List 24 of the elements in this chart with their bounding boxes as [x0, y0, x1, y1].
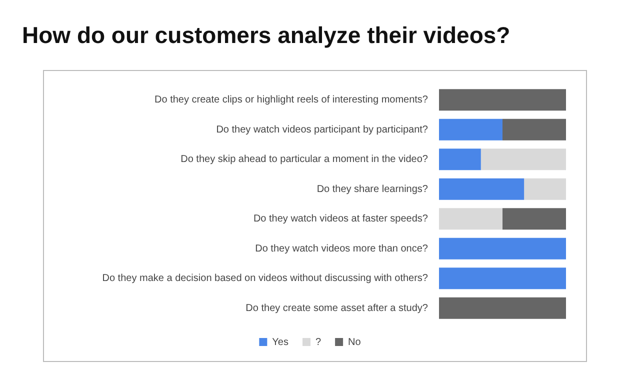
legend-label: No [348, 336, 362, 348]
bar [439, 148, 481, 170]
bar [439, 178, 524, 200]
y-tick-label: Do they share learnings? [316, 184, 428, 195]
bar [439, 208, 502, 230]
bar [439, 297, 566, 319]
bar [439, 89, 566, 111]
bar [524, 178, 566, 200]
bar [439, 268, 566, 290]
legend-label: Yes [272, 336, 288, 348]
y-tick-label: Do they make a decision based on videos without discussing with others? [102, 273, 428, 284]
y-tick-label: Do they watch videos at faster speeds? [253, 214, 428, 225]
bar [439, 118, 502, 140]
y-tick-label: Do they create some asset after a study? [246, 302, 428, 314]
bar [439, 238, 566, 260]
chart-title: How do our customers analyze their videos? [22, 22, 510, 49]
legend-label: ? [315, 336, 322, 348]
bar [502, 208, 566, 230]
bar [502, 118, 566, 140]
y-tick-label: Do they watch videos more than once? [255, 243, 428, 254]
y-tick-label: Do they create clips or highlight reels of interesting moments? [154, 94, 428, 106]
y-tick-label: Do they skip ahead to particular a moment in the video? [180, 154, 428, 166]
y-tick-label: Do they watch videos participant by participant? [216, 124, 428, 136]
bar [480, 148, 566, 170]
